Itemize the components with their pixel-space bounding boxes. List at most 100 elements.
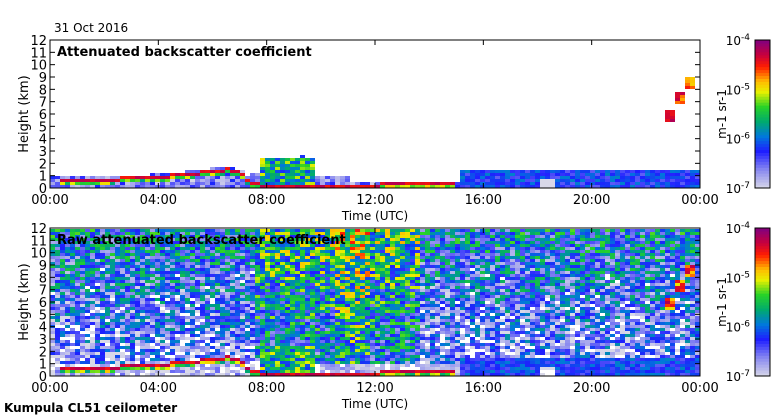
heatmap-cell (490, 283, 495, 286)
heatmap-cell (80, 280, 85, 283)
heatmap-cell (175, 355, 180, 358)
heatmap-cell (355, 289, 360, 292)
heatmap-cell (320, 325, 325, 328)
heatmap-cell (115, 182, 120, 185)
heatmap-cell (420, 253, 425, 256)
heatmap-cell (530, 179, 535, 182)
heatmap-cell (80, 352, 85, 355)
heatmap-cell (270, 173, 275, 176)
heatmap-cell (115, 367, 120, 370)
heatmap-cell (485, 238, 490, 241)
heatmap-cell (355, 313, 360, 316)
heatmap-cell (55, 286, 60, 289)
heatmap-cell (155, 256, 160, 259)
heatmap-cell (145, 179, 150, 182)
heatmap-cell (575, 170, 580, 173)
heatmap-cell (330, 250, 335, 253)
heatmap-cell (225, 322, 230, 325)
heatmap-cell (200, 349, 205, 352)
heatmap-cell (265, 268, 270, 271)
heatmap-cell (435, 295, 440, 298)
heatmap-cell (440, 370, 445, 373)
heatmap-cell (195, 328, 200, 331)
heatmap-cell (195, 265, 200, 268)
heatmap-cell (60, 235, 65, 238)
heatmap-cell (350, 244, 355, 247)
heatmap-cell (420, 247, 425, 250)
heatmap-cell (120, 325, 125, 328)
heatmap-cell (660, 173, 665, 176)
heatmap-cell (280, 337, 285, 340)
heatmap-cell (475, 241, 480, 244)
heatmap-cell (235, 185, 240, 188)
heatmap-cell (225, 316, 230, 319)
heatmap-cell (150, 352, 155, 355)
heatmap-cell (500, 176, 505, 179)
heatmap-cell (325, 322, 330, 325)
heatmap-cell (170, 238, 175, 241)
heatmap-cell (280, 241, 285, 244)
heatmap-cell (405, 295, 410, 298)
heatmap-cell (450, 346, 455, 349)
heatmap-cell (300, 310, 305, 313)
heatmap-cell (105, 268, 110, 271)
heatmap-cell (295, 334, 300, 337)
heatmap-cell (465, 292, 470, 295)
heatmap-cell (165, 367, 170, 370)
heatmap-cell (350, 298, 355, 301)
heatmap-cell (230, 289, 235, 292)
heatmap-cell (320, 256, 325, 259)
heatmap-cell (60, 316, 65, 319)
date-label: 31 Oct 2016 (54, 21, 129, 35)
heatmap-cell (110, 340, 115, 343)
heatmap-cell (420, 307, 425, 310)
heatmap-cell (170, 370, 175, 373)
heatmap-cell (100, 256, 105, 259)
heatmap-cell (260, 167, 265, 170)
heatmap-cell (515, 185, 520, 188)
heatmap-cell (190, 277, 195, 280)
heatmap-cell (320, 298, 325, 301)
heatmap-cell (385, 259, 390, 262)
heatmap-cell (185, 352, 190, 355)
heatmap-cell (445, 244, 450, 247)
heatmap-cell (245, 343, 250, 346)
heatmap-cell (115, 247, 120, 250)
heatmap-cell (330, 283, 335, 286)
heatmap-cell (450, 325, 455, 328)
heatmap-cell (475, 232, 480, 235)
heatmap-cell (130, 265, 135, 268)
heatmap-cell (175, 301, 180, 304)
heatmap-cell (255, 310, 260, 313)
heatmap-cell (440, 373, 445, 376)
heatmap-cell (175, 176, 180, 179)
heatmap-cell (115, 268, 120, 271)
heatmap-cell (70, 319, 75, 322)
heatmap-cell (140, 262, 145, 265)
heatmap-cell (260, 328, 265, 331)
heatmap-cell (300, 307, 305, 310)
heatmap-cell (50, 238, 55, 241)
heatmap-cell (235, 250, 240, 253)
heatmap-cell (165, 325, 170, 328)
heatmap-cell (420, 304, 425, 307)
heatmap-cell (350, 292, 355, 295)
heatmap-cell (300, 235, 305, 238)
heatmap-cell (70, 250, 75, 253)
heatmap-cell (205, 241, 210, 244)
colorbar-segment (755, 90, 770, 94)
heatmap-cell (590, 173, 595, 176)
heatmap-cell (90, 346, 95, 349)
heatmap-cell (345, 343, 350, 346)
heatmap-cell (90, 176, 95, 179)
heatmap-cell (215, 232, 220, 235)
heatmap-cell (160, 277, 165, 280)
heatmap-cell (220, 283, 225, 286)
heatmap-cell (125, 283, 130, 286)
heatmap-cell (135, 367, 140, 370)
heatmap-cell (95, 328, 100, 331)
heatmap-cell (285, 349, 290, 352)
heatmap-cell (200, 292, 205, 295)
heatmap-cell (480, 280, 485, 283)
heatmap-cell (365, 340, 370, 343)
